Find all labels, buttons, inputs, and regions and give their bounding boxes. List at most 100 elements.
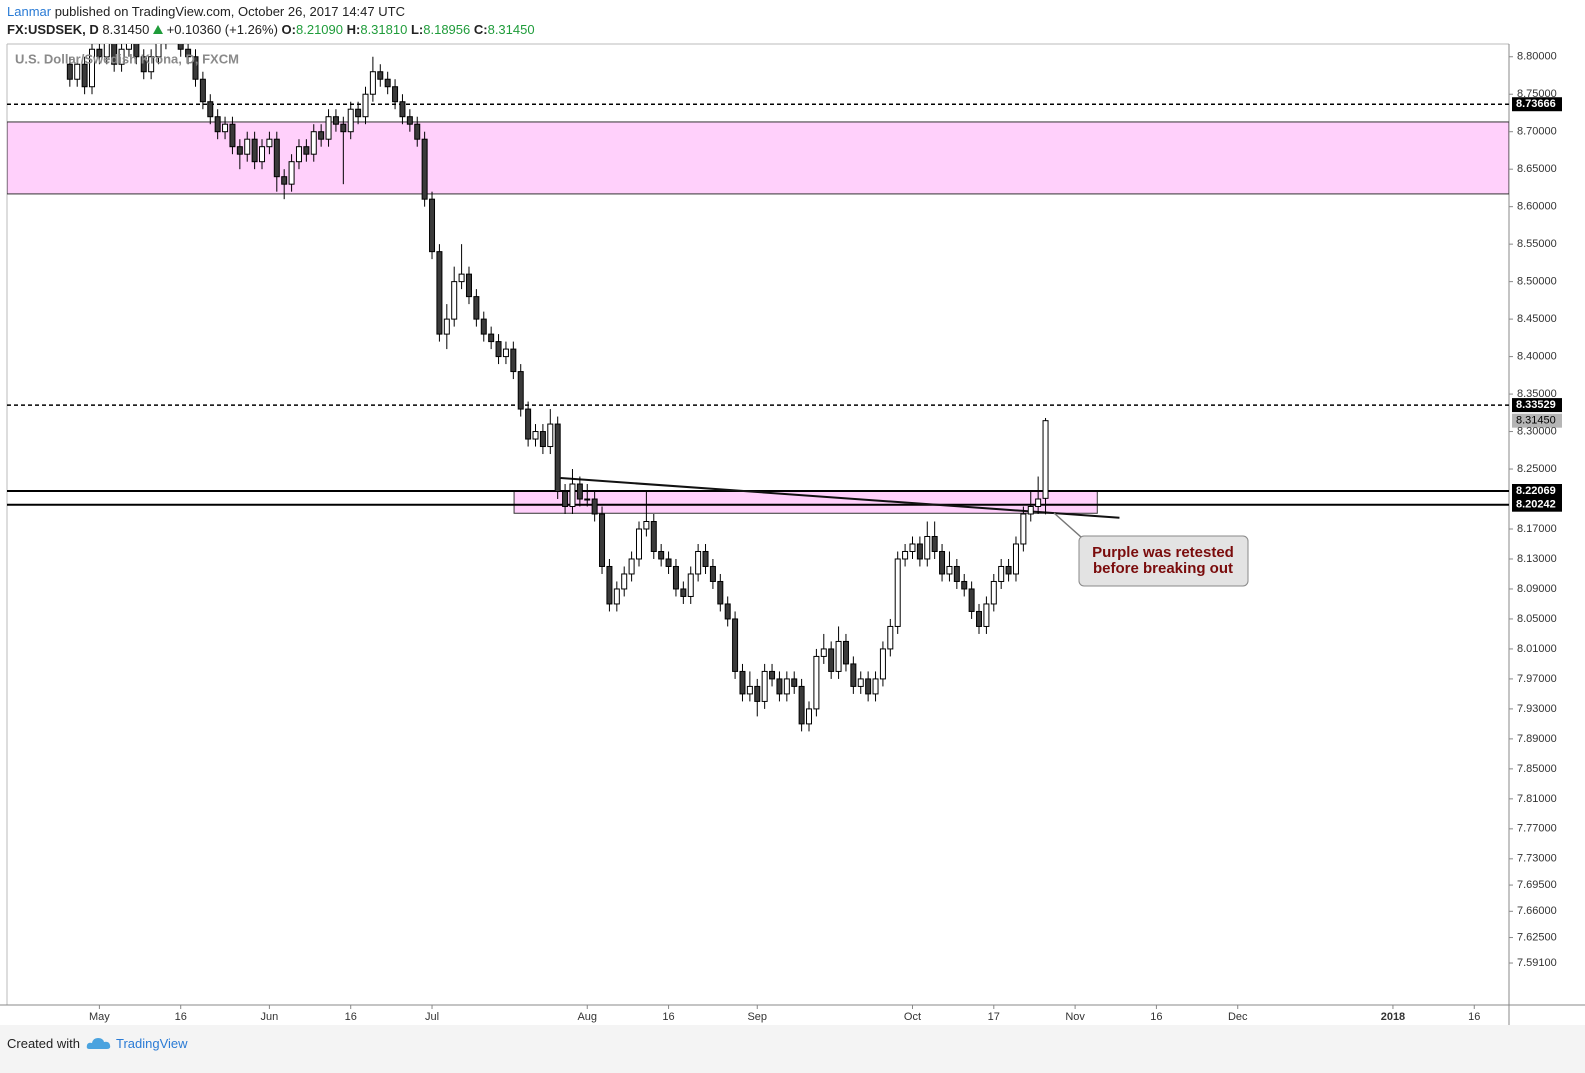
candle-body bbox=[820, 648, 827, 657]
candle-body bbox=[229, 123, 236, 148]
author[interactable]: Lanmar bbox=[7, 4, 52, 19]
y-tick-label: 8.70000 bbox=[1517, 126, 1557, 138]
candle-body bbox=[510, 348, 517, 373]
x-tick-label: 17 bbox=[988, 1011, 1000, 1023]
candle-body bbox=[842, 640, 849, 665]
candle-body bbox=[214, 116, 221, 133]
candle-body bbox=[465, 273, 472, 298]
candle-body bbox=[894, 558, 901, 627]
candle-body bbox=[746, 685, 753, 695]
brand[interactable]: TradingView bbox=[116, 1036, 188, 1051]
candle-body bbox=[133, 44, 140, 58]
candle-body bbox=[502, 348, 509, 358]
y-tick-label: 8.45000 bbox=[1517, 313, 1557, 325]
candle-body bbox=[769, 670, 776, 680]
candle-body bbox=[495, 341, 502, 358]
candle-body bbox=[650, 521, 657, 552]
candle-body bbox=[111, 44, 118, 65]
y-tick-label: 8.75000 bbox=[1517, 88, 1557, 100]
candle-body bbox=[473, 296, 480, 320]
y-tick-label: 8.65000 bbox=[1517, 163, 1557, 175]
candle-body bbox=[680, 588, 687, 597]
y-tick-label: 8.01000 bbox=[1517, 643, 1557, 655]
published: published on TradingView.com, October 26… bbox=[54, 4, 405, 19]
y-tick-label: 7.62500 bbox=[1517, 931, 1557, 943]
candle-body bbox=[613, 588, 620, 605]
candle-body bbox=[1027, 506, 1034, 515]
candle-body bbox=[451, 281, 458, 320]
candle-body bbox=[384, 78, 391, 88]
price-tag-label: 8.73666 bbox=[1516, 98, 1556, 110]
y-tick-label: 8.80000 bbox=[1517, 51, 1557, 63]
header: Lanmar published on TradingView.com, Oct… bbox=[7, 3, 535, 39]
candle-body bbox=[163, 27, 168, 42]
candle-body bbox=[89, 48, 96, 88]
candle-body bbox=[554, 423, 561, 493]
candle-body bbox=[658, 550, 665, 560]
candle-body bbox=[562, 491, 569, 508]
candle-body bbox=[591, 498, 598, 515]
candle-body bbox=[488, 333, 495, 343]
candle-body bbox=[576, 483, 583, 500]
candle-body bbox=[754, 685, 761, 702]
chart: U.S. Dollar/Swedish Krona, D, FXCM 8.736… bbox=[0, 27, 1585, 1025]
candle-body bbox=[732, 618, 739, 672]
candle-body bbox=[643, 521, 650, 530]
price-tag bbox=[1512, 398, 1562, 413]
candle-body bbox=[377, 71, 384, 80]
candle-body bbox=[606, 565, 613, 605]
y-tick-label: 7.66000 bbox=[1517, 905, 1557, 917]
candle-body bbox=[266, 138, 273, 148]
y-tick-label: 8.40000 bbox=[1517, 350, 1557, 362]
x-tick-label: Sep bbox=[747, 1011, 767, 1023]
price-tag-label: 8.33529 bbox=[1516, 399, 1556, 411]
candle-body bbox=[1042, 420, 1049, 499]
candle-body bbox=[236, 146, 243, 155]
candle-body bbox=[325, 116, 332, 140]
candle-body bbox=[140, 56, 147, 73]
x-tick-label: 16 bbox=[1468, 1011, 1480, 1023]
candle-body bbox=[340, 123, 347, 133]
candle-body bbox=[724, 603, 731, 620]
candle-body bbox=[909, 543, 916, 552]
candle-body bbox=[953, 565, 960, 582]
candle-body bbox=[81, 63, 88, 88]
last: 8.31450 bbox=[102, 22, 150, 37]
candle-body bbox=[436, 251, 443, 335]
price-tag bbox=[1512, 483, 1562, 498]
candle-body bbox=[547, 423, 554, 448]
x-tick-label: Oct bbox=[904, 1011, 921, 1023]
overlay: 8.73666 8.33529 8.22069 8.20242 8.31450 Purpl… bbox=[1053, 97, 1562, 587]
candle-body bbox=[177, 44, 184, 50]
candle-body bbox=[798, 685, 805, 725]
symbol: FX:USDSEK, D bbox=[7, 22, 99, 37]
logo bbox=[86, 1038, 111, 1049]
candle-body bbox=[621, 573, 628, 590]
candle-body bbox=[532, 431, 539, 440]
candle-body bbox=[406, 116, 413, 125]
candle-body bbox=[828, 648, 835, 672]
callout-text: before breaking out bbox=[1093, 560, 1233, 577]
candle-body bbox=[539, 431, 546, 448]
x-tick-label: 16 bbox=[345, 1011, 357, 1023]
candle-body bbox=[939, 550, 946, 575]
y-tick-label: 7.85000 bbox=[1517, 763, 1557, 775]
candle-body bbox=[118, 48, 125, 65]
candle-body bbox=[310, 131, 317, 155]
y-tick-label: 7.77000 bbox=[1517, 823, 1557, 835]
x-tick-label: Jun bbox=[261, 1011, 279, 1023]
candle-body bbox=[687, 573, 694, 597]
candle-body bbox=[192, 56, 199, 80]
candle-body bbox=[103, 44, 110, 58]
candle-body bbox=[776, 678, 783, 695]
y-tick-label: 7.93000 bbox=[1517, 703, 1557, 715]
footer: Created with TradingView bbox=[0, 1025, 1585, 1073]
candle-body bbox=[791, 678, 798, 687]
candle-body bbox=[259, 146, 266, 163]
candle-body bbox=[916, 543, 923, 560]
y-tick-label: 8.35000 bbox=[1517, 388, 1557, 400]
candle-body bbox=[295, 146, 302, 163]
candle-body bbox=[865, 678, 872, 695]
y-tick-label: 8.55000 bbox=[1517, 238, 1557, 250]
change: +0.10360 (+1.26%) bbox=[166, 22, 278, 37]
